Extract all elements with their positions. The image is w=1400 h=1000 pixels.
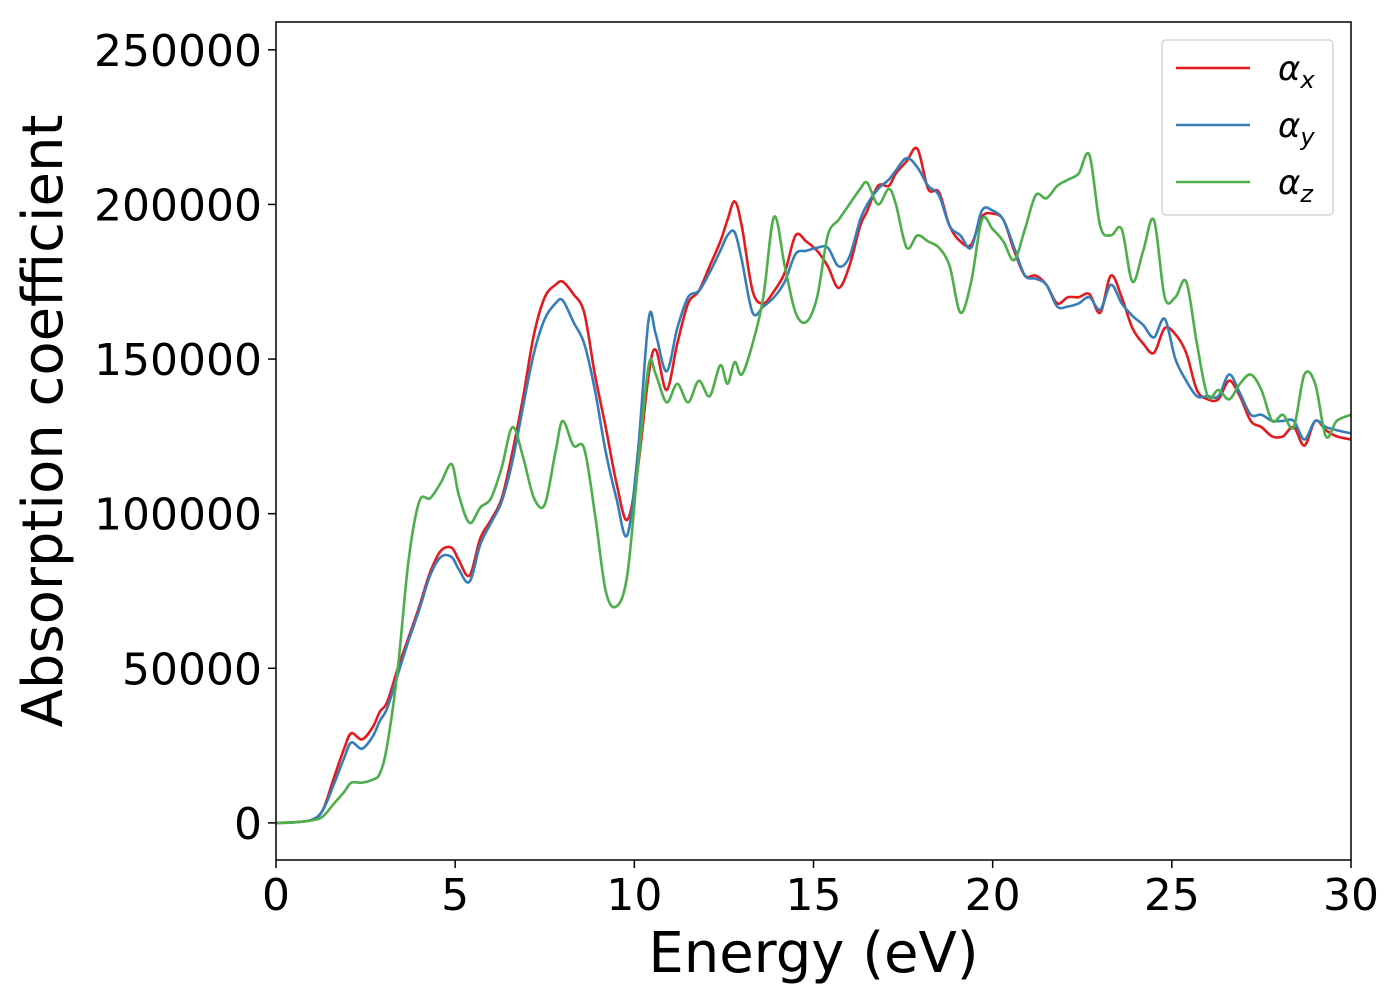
legend-subscript: z bbox=[1299, 180, 1314, 208]
y-tick-label: 50000 bbox=[122, 644, 262, 695]
x-tick-label: 10 bbox=[606, 870, 662, 921]
legend-label: αx bbox=[1278, 49, 1315, 94]
x-tick-label: 5 bbox=[441, 870, 469, 921]
y-tick-label: 200000 bbox=[94, 180, 262, 231]
x-tick-label: 25 bbox=[1144, 870, 1200, 921]
x-tick-label: 20 bbox=[965, 870, 1021, 921]
series-line-alpha-x bbox=[276, 146, 1351, 825]
legend-label: αz bbox=[1278, 163, 1314, 208]
y-tick-label: 0 bbox=[234, 799, 262, 850]
legend-subscript: x bbox=[1299, 66, 1315, 94]
legend-symbol: α bbox=[1278, 49, 1300, 89]
legend-box bbox=[1161, 39, 1334, 216]
x-axis-title: Energy (eV) bbox=[648, 921, 978, 986]
y-axis-title: Absorption coefficient bbox=[11, 115, 76, 728]
legend-subscript: y bbox=[1299, 123, 1315, 151]
series-line-alpha-z bbox=[276, 151, 1351, 825]
legend-symbol: α bbox=[1278, 106, 1300, 146]
axis-ticks: 0 5 10 15 20 25 30 0 50000 100000 150000 200000 2500… bbox=[94, 26, 1379, 921]
x-tick-label: 0 bbox=[262, 870, 290, 921]
legend-label: αy bbox=[1278, 106, 1315, 151]
x-tick-label: 30 bbox=[1323, 870, 1379, 921]
series-lines bbox=[276, 146, 1351, 825]
x-tick-label: 15 bbox=[786, 870, 842, 921]
y-tick-label: 150000 bbox=[94, 335, 262, 386]
legend-symbol: α bbox=[1278, 163, 1300, 203]
y-tick-label: 100000 bbox=[94, 490, 262, 541]
series-line-alpha-y bbox=[276, 156, 1351, 825]
y-tick-label: 250000 bbox=[94, 26, 262, 77]
